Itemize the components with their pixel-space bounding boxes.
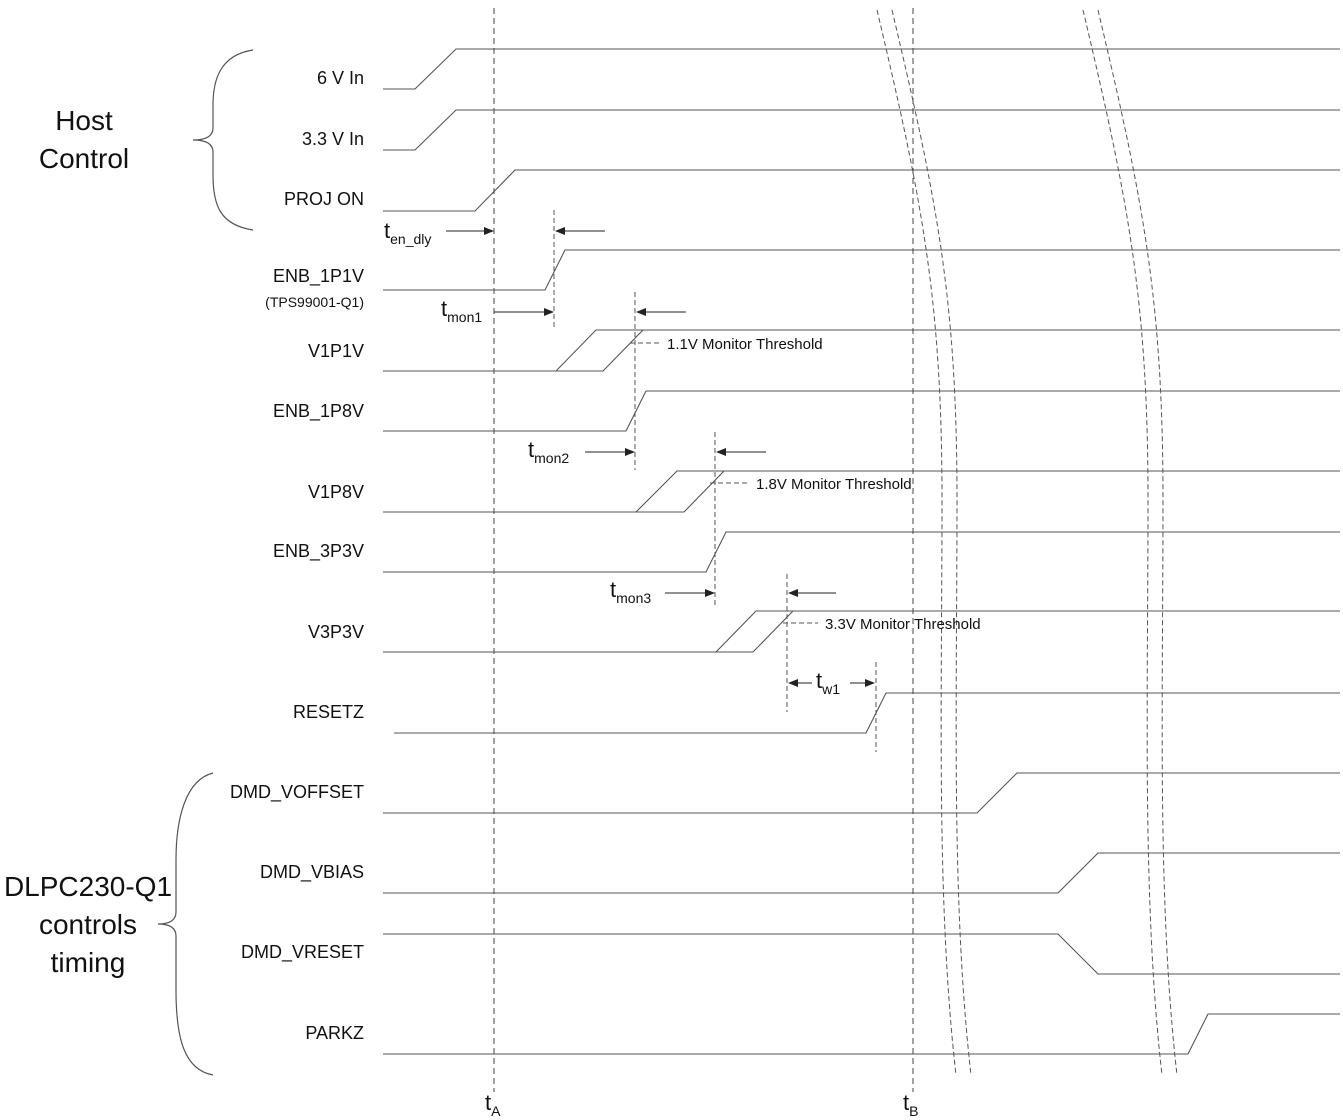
label-dmd-vreset: DMD_VRESET: [241, 942, 364, 963]
dlpc-label-line1: DLPC230-Q1: [4, 871, 172, 902]
marker-ta-label: tA: [485, 1090, 501, 1119]
wave-parkz: [383, 1013, 1340, 1055]
label-parkz: PARKZ: [305, 1023, 364, 1043]
label-v1p8v: V1P8V: [308, 482, 364, 502]
time-markers: tA tB: [485, 8, 918, 1119]
wave-v1p1v-a: [383, 329, 1340, 372]
wave-dmd-vbias: [383, 852, 1340, 894]
wave-v1p8v-a: [383, 470, 1340, 513]
threshold-1p1v-label: 1.1V Monitor Threshold: [667, 336, 823, 353]
label-enb-1p1v: ENB_1P1V: [273, 266, 364, 287]
label-6v-in: 6 V In: [317, 68, 364, 88]
label-enb-1p1v-note: (TPS99001-Q1): [265, 294, 364, 310]
marker-tb-label: tB: [903, 1090, 918, 1119]
dlpc-brace: [157, 772, 214, 1076]
time-break-curves: [876, 9, 1178, 1076]
t-en-dly-label: ten_dly: [384, 218, 431, 247]
host-control-label-line2: Control: [39, 143, 129, 174]
break2-curve-b: [1097, 9, 1178, 1076]
wave-v3p3v-b: [716, 610, 794, 653]
wave-v1p1v-b: [556, 329, 644, 372]
dlpc-label-line2: controls: [39, 909, 137, 940]
label-dmd-voffset: DMD_VOFFSET: [230, 782, 364, 803]
threshold-labels: 1.1V Monitor Threshold 1.8V Monitor Thre…: [667, 336, 981, 633]
t-mon2-label: tmon2: [528, 437, 569, 466]
wave-dmd-vreset: [383, 933, 1340, 975]
dlpc-control-group: DLPC230-Q1 controls timing: [4, 772, 214, 1076]
label-resetz: RESETZ: [293, 702, 364, 722]
wave-v1p8v-b: [636, 470, 725, 513]
label-enb-3p3v: ENB_3P3V: [273, 541, 364, 562]
label-3v3-in: 3.3 V In: [302, 129, 364, 149]
timing-arrows: [446, 227, 875, 687]
host-control-brace: [192, 49, 254, 231]
label-proj-on: PROJ ON: [284, 189, 364, 209]
t-w1-label: tw1: [816, 668, 840, 697]
label-v1p1v: V1P1V: [308, 341, 364, 361]
timing-labels: ten_dly tmon1 tmon2 tmon3 tw1: [384, 218, 840, 697]
label-dmd-vbias: DMD_VBIAS: [260, 862, 364, 883]
wave-enb-1p1v: [383, 249, 1340, 291]
t-mon1-label: tmon1: [441, 296, 482, 325]
waveforms: [383, 48, 1340, 1055]
wave-proj-on: [383, 169, 1340, 212]
break1-curve-b: [891, 9, 972, 1076]
wave-enb-1p8v: [383, 390, 1340, 432]
monitor-reference-lines: [553, 210, 877, 752]
wave-6v-in: [383, 48, 1340, 90]
dlpc-label-line3: timing: [51, 947, 126, 978]
wave-enb-3p3v: [383, 531, 1340, 573]
wave-v3p3v-a: [383, 610, 1340, 653]
wave-resetz: [394, 692, 1340, 734]
label-enb-1p8v: ENB_1P8V: [273, 401, 364, 422]
t-mon3-label: tmon3: [610, 577, 651, 606]
break1-curve-a: [876, 9, 957, 1076]
label-v3p3v: V3P3V: [308, 622, 364, 642]
wave-3v3-in: [383, 109, 1340, 151]
threshold-3p3v-label: 3.3V Monitor Threshold: [825, 616, 981, 633]
break2-curve-a: [1082, 9, 1163, 1076]
host-control-group: Host Control: [39, 49, 254, 231]
host-control-label-line1: Host: [55, 105, 113, 136]
wave-dmd-voffset: [383, 772, 1340, 814]
signal-labels: 6 V In 3.3 V In PROJ ON ENB_1P1V (TPS990…: [230, 68, 364, 1043]
threshold-1p8v-label: 1.8V Monitor Threshold: [756, 476, 912, 493]
